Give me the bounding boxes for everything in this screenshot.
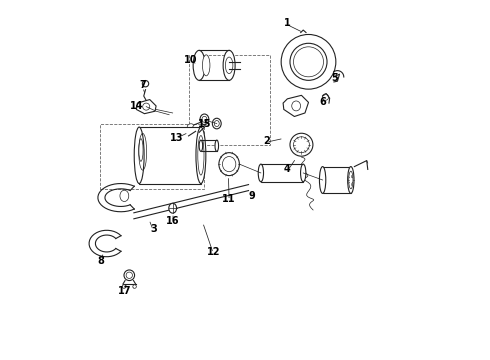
Text: 4: 4: [284, 165, 291, 174]
Ellipse shape: [290, 43, 327, 80]
Ellipse shape: [258, 164, 264, 182]
Polygon shape: [139, 127, 201, 184]
Ellipse shape: [319, 167, 326, 193]
Text: 8: 8: [97, 256, 104, 266]
Text: 5: 5: [332, 73, 338, 83]
Polygon shape: [283, 95, 309, 117]
Polygon shape: [261, 164, 303, 182]
Ellipse shape: [202, 116, 207, 122]
Text: 3: 3: [150, 224, 157, 234]
Text: 2: 2: [263, 136, 270, 146]
Ellipse shape: [294, 47, 323, 77]
Ellipse shape: [223, 50, 235, 80]
Ellipse shape: [134, 127, 144, 184]
Bar: [100, 123, 204, 189]
Ellipse shape: [300, 164, 306, 182]
Ellipse shape: [198, 136, 204, 175]
Text: 16: 16: [166, 216, 179, 226]
Ellipse shape: [214, 121, 219, 127]
Text: 13: 13: [170, 133, 183, 143]
Ellipse shape: [200, 114, 209, 125]
Ellipse shape: [124, 270, 135, 280]
Ellipse shape: [196, 127, 206, 184]
Ellipse shape: [202, 55, 210, 76]
Ellipse shape: [219, 153, 239, 176]
Text: 14: 14: [129, 101, 143, 111]
Ellipse shape: [294, 137, 309, 153]
Ellipse shape: [193, 50, 205, 80]
Ellipse shape: [122, 285, 126, 288]
Text: 12: 12: [206, 247, 220, 257]
Text: 1: 1: [284, 18, 291, 28]
Polygon shape: [136, 100, 156, 114]
Text: 6: 6: [319, 98, 326, 107]
Text: 11: 11: [222, 194, 236, 204]
Polygon shape: [322, 167, 351, 193]
Ellipse shape: [348, 167, 354, 193]
Text: 10: 10: [184, 55, 197, 65]
Ellipse shape: [215, 140, 219, 152]
Ellipse shape: [290, 133, 313, 156]
Text: 15: 15: [197, 118, 211, 129]
Text: 17: 17: [118, 286, 132, 296]
Text: 7: 7: [139, 80, 146, 90]
Ellipse shape: [126, 272, 132, 278]
Ellipse shape: [169, 203, 176, 213]
Ellipse shape: [199, 140, 203, 152]
Ellipse shape: [212, 118, 221, 129]
Ellipse shape: [187, 124, 194, 128]
Ellipse shape: [225, 57, 233, 73]
Ellipse shape: [281, 35, 336, 89]
Ellipse shape: [222, 157, 236, 172]
Bar: [189, 55, 270, 145]
Ellipse shape: [349, 171, 353, 189]
Text: 9: 9: [249, 191, 255, 201]
Ellipse shape: [133, 285, 136, 288]
